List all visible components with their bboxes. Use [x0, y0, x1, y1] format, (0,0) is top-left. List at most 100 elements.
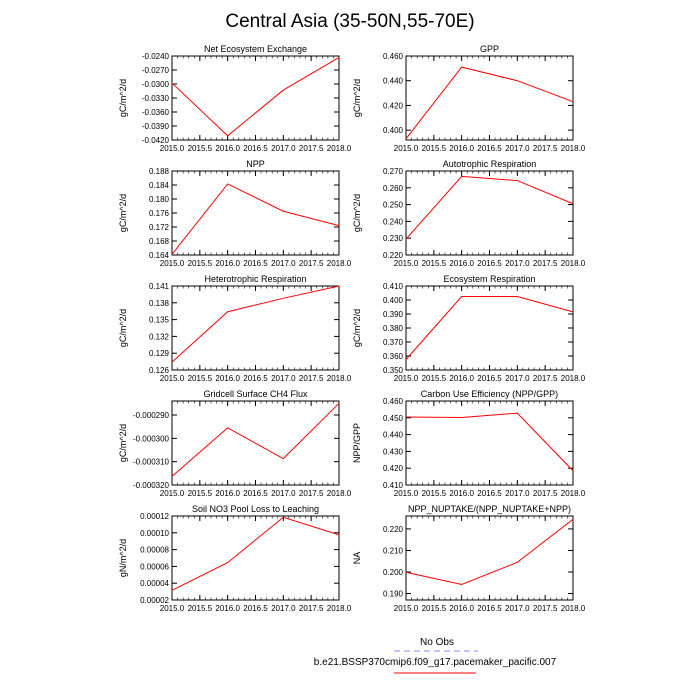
panel-title: Autotrophic Respiration	[443, 159, 537, 169]
y-tick-label: 0.460	[383, 397, 404, 406]
x-tick-label: 2018.0	[561, 259, 586, 268]
x-tick-label: 2015.0	[160, 374, 185, 383]
y-tick-label: 0.240	[383, 217, 404, 226]
y-tick-label: 0.250	[383, 201, 404, 210]
plot-frame	[171, 515, 340, 601]
y-axis-label: NA	[352, 552, 362, 565]
x-tick-label: 2015.0	[160, 489, 185, 498]
x-tick-label: 2015.5	[188, 259, 213, 268]
x-tick-label: 2018.0	[327, 604, 352, 613]
y-tick-label: 0.270	[383, 167, 404, 176]
data-point	[282, 89, 284, 91]
panel-carbon-use-efficiency-npp-gpp: Carbon Use Efficiency (NPP/GPP) NPP/GPP 20…	[352, 389, 586, 498]
y-tick-label: 0.164	[149, 251, 170, 260]
y-tick-label: 0.200	[383, 568, 404, 577]
panel-title: GPP	[480, 44, 499, 54]
y-tick-label: -0.0330	[142, 94, 170, 103]
y-tick-label: 0.430	[383, 447, 404, 456]
y-axis-label: gC/m^2/d	[118, 424, 128, 462]
y-tick-label: 0.400	[383, 296, 404, 305]
x-tick-label: 2015.5	[422, 259, 447, 268]
x-tick-label: 2016.0	[449, 144, 474, 153]
y-tick-label: -0.0420	[142, 136, 170, 145]
y-tick-label: 0.172	[149, 223, 170, 232]
x-tick-label: 2016.5	[243, 374, 268, 383]
panel-net-ecosystem-exchange: Net Ecosystem Exchange gC/m^2/d 2015.0 2015…	[118, 44, 352, 153]
panel-title: Soil NO3 Pool Loss to Leaching	[192, 504, 319, 514]
y-tick-label: 0.132	[149, 332, 170, 341]
y-tick-label: 0.220	[383, 251, 404, 260]
data-point	[338, 57, 340, 58]
panel-title: Carbon Use Efficiency (NPP/GPP)	[421, 389, 558, 399]
x-tick-label: 2016.5	[477, 604, 502, 613]
y-tick-label: -0.000310	[133, 458, 170, 467]
y-tick-label: 0.176	[149, 209, 170, 218]
y-axis-label: gC/m^2/d	[118, 309, 128, 347]
data-point	[171, 475, 173, 477]
x-tick-label: 2015.5	[188, 489, 213, 498]
data-point	[516, 180, 518, 181]
data-point	[282, 210, 284, 212]
x-tick-label: 2017.5	[533, 259, 558, 268]
x-tick-label: 2016.0	[449, 489, 474, 498]
panel-title: Ecosystem Respiration	[443, 274, 535, 284]
y-tick-label: 0.00004	[140, 579, 169, 588]
plot-frame	[405, 400, 574, 486]
y-tick-label: 0.188	[149, 167, 170, 176]
y-tick-label: -0.0300	[142, 80, 170, 89]
panel-title: Heterotrophic Respiration	[204, 274, 306, 284]
panel-title: Gridcell Surface CH4 Flux	[203, 389, 308, 399]
data-point	[171, 253, 173, 255]
x-tick-label: 2015.5	[188, 604, 213, 613]
y-tick-label: 0.380	[383, 324, 404, 333]
x-tick-label: 2016.0	[449, 374, 474, 383]
data-point	[405, 571, 407, 573]
y-axis-label: gC/m^2/d	[352, 309, 362, 347]
x-tick-label: 2016.5	[477, 489, 502, 498]
x-tick-label: 2017.0	[505, 259, 530, 268]
x-tick-label: 2017.5	[533, 144, 558, 153]
data-point	[227, 562, 229, 564]
x-tick-label: 2016.0	[215, 259, 240, 268]
data-point	[572, 203, 574, 205]
x-tick-label: 2018.0	[561, 144, 586, 153]
y-tick-label: 0.460	[383, 52, 404, 61]
series-line-carbon-use-efficiency-npp-gpp	[405, 412, 574, 472]
y-axis-label: gC/m^2/d	[118, 79, 128, 117]
x-tick-label: 2017.0	[271, 374, 296, 383]
y-tick-label: 0.370	[383, 338, 404, 347]
y-tick-label: 0.420	[383, 464, 404, 473]
series-line-gpp	[405, 66, 574, 140]
y-axis-label: NPP/GPP	[352, 423, 362, 463]
data-point	[338, 534, 340, 536]
y-tick-label: 0.400	[383, 126, 404, 135]
x-tick-label: 2017.5	[533, 374, 558, 383]
panel-title: NPP_NUPTAKE/(NPP_NUPTAKE+NPP)	[408, 504, 571, 514]
x-tick-label: 2015.0	[160, 144, 185, 153]
data-point	[227, 427, 229, 429]
y-tick-label: 0.440	[383, 431, 404, 440]
x-tick-label: 2018.0	[561, 374, 586, 383]
data-point	[405, 238, 407, 240]
y-tick-label: 0.360	[383, 352, 404, 361]
x-tick-label: 2017.5	[299, 259, 324, 268]
x-tick-label: 2015.0	[394, 144, 419, 153]
y-tick-label: 0.180	[149, 195, 170, 204]
y-tick-label: 0.190	[383, 590, 404, 599]
data-point	[171, 361, 173, 363]
x-tick-label: 2017.5	[533, 489, 558, 498]
plot-frame	[405, 170, 574, 256]
y-tick-label: 0.129	[149, 349, 170, 358]
series-line-soil-no3-pool-loss-to-leaching	[171, 516, 340, 591]
y-tick-label: -0.000300	[133, 434, 170, 443]
series-line-gridcell-surface-ch4-flux	[171, 402, 340, 477]
y-tick-label: 0.440	[383, 77, 404, 86]
series-line-npp	[171, 183, 340, 255]
data-point	[338, 285, 340, 287]
series-line-heterotrophic-respiration	[171, 285, 340, 363]
y-tick-label: 0.260	[383, 184, 404, 193]
x-tick-label: 2017.0	[505, 489, 530, 498]
x-tick-label: 2016.0	[449, 604, 474, 613]
